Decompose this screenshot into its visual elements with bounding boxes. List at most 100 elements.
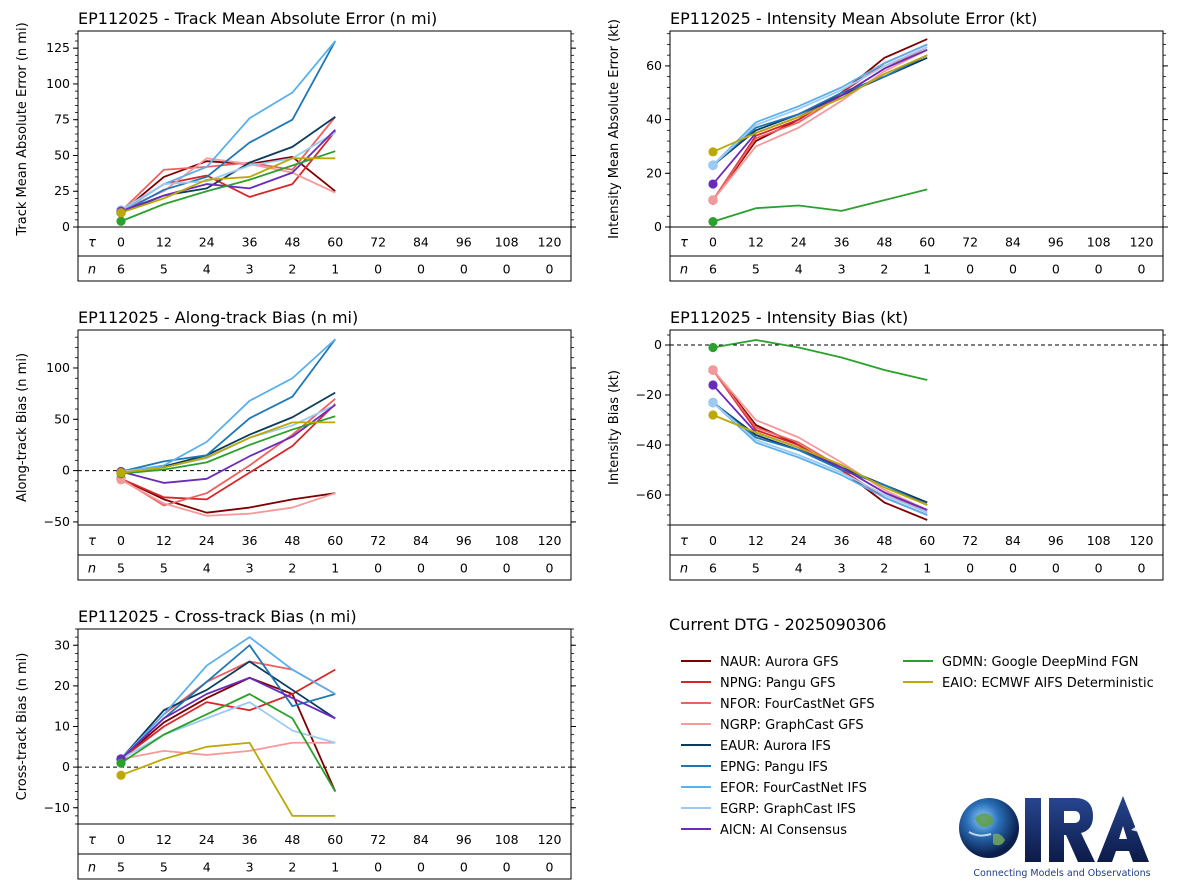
series-line-epng <box>120 40 337 214</box>
y-tick-label: −60 <box>636 487 662 502</box>
chart-title: EP112025 - Along-track Bias (n mi) <box>78 308 358 327</box>
cira-letter-r <box>1049 798 1095 862</box>
n-label: 5 <box>117 561 125 576</box>
n-label: 2 <box>880 262 888 277</box>
legend-label: GDMN: Google DeepMind FGN <box>942 655 1139 670</box>
legend-item-eaio: EAIO: ECMWF AIFS Deterministic <box>903 676 1154 691</box>
n-label: 0 <box>546 561 554 576</box>
n-label: 0 <box>1052 262 1060 277</box>
legend-item-nfor: NFOR: FourCastNet GFS <box>681 697 875 712</box>
tau-label: 72 <box>962 235 978 250</box>
series-marker-aicn <box>708 179 718 189</box>
series-line-ngrp <box>120 741 336 760</box>
tau-label: 120 <box>538 832 562 847</box>
n-label: 2 <box>880 561 888 576</box>
tau-label: 108 <box>495 832 519 847</box>
legend-label: EAUR: Aurora IFS <box>720 739 831 754</box>
n-label: 4 <box>795 262 803 277</box>
tau-label: 36 <box>242 533 258 548</box>
tau-label: 84 <box>413 235 429 250</box>
legend-item-aicn: AICN: AI Consensus <box>681 823 847 838</box>
y-tick-label: 50 <box>54 147 70 162</box>
n-label: 0 <box>1095 262 1103 277</box>
tau-label: 108 <box>495 235 519 250</box>
tau-label: 12 <box>748 533 764 548</box>
tau-label: 60 <box>919 235 935 250</box>
tau-label: 36 <box>834 533 850 548</box>
y-axis-label: Intensity Bias (kt) <box>607 370 622 485</box>
series-line-npng <box>120 403 336 501</box>
legend-label: AICN: AI Consensus <box>720 823 847 838</box>
n-label: 0 <box>1009 561 1017 576</box>
n-label: 6 <box>709 262 717 277</box>
tau-label: 72 <box>370 235 386 250</box>
n-label: 5 <box>752 561 760 576</box>
legend-label: NFOR: FourCastNet GFS <box>720 697 875 712</box>
tau-label: 24 <box>199 235 215 250</box>
n-label: 1 <box>331 561 339 576</box>
tau-symbol: τ <box>88 534 96 549</box>
tau-label: 24 <box>791 533 807 548</box>
tau-label: 48 <box>284 235 300 250</box>
tau-label: 96 <box>456 235 472 250</box>
y-tick-label: 0 <box>654 337 662 352</box>
y-tick-label: 40 <box>646 112 662 127</box>
n-label: 0 <box>1138 561 1146 576</box>
n-label: 0 <box>460 561 468 576</box>
n-label: 0 <box>417 860 425 875</box>
y-tick-label: 100 <box>46 360 70 375</box>
legend-label: EFOR: FourCastNet IFS <box>720 781 867 796</box>
tau-label: 12 <box>156 533 172 548</box>
y-tick-label: 50 <box>54 411 70 426</box>
legend-item-egrp: EGRP: GraphCast IFS <box>681 802 856 817</box>
tau-label: 60 <box>327 832 343 847</box>
tau-label: 120 <box>538 235 562 250</box>
series-marker-eaio <box>116 770 126 780</box>
n-label: 0 <box>966 262 974 277</box>
series-marker-eaio <box>116 468 126 478</box>
legend-label: NGRP: GraphCast GFS <box>720 718 864 733</box>
y-tick-label: −50 <box>44 514 70 529</box>
series-line-ngrp <box>120 479 336 517</box>
series-line-nfor <box>120 398 336 507</box>
series-marker-egrp <box>708 397 718 408</box>
series-line-egrp <box>712 46 928 166</box>
y-tick-label: 60 <box>646 58 662 73</box>
series-line-aicn <box>712 384 928 511</box>
n-label: 1 <box>331 860 339 875</box>
tau-label: 48 <box>876 533 892 548</box>
y-tick-label: 0 <box>654 219 662 234</box>
tau-label: 96 <box>456 533 472 548</box>
tau-label: 12 <box>748 235 764 250</box>
n-label: 0 <box>503 860 511 875</box>
series-line-gdmn <box>120 415 336 475</box>
series-marker-gdmn <box>708 342 718 353</box>
y-tick-label: 0 <box>62 219 70 234</box>
series-line-eaur <box>712 57 928 166</box>
series-line-aicn <box>712 48 928 185</box>
tau-label: 72 <box>962 533 978 548</box>
cira-tagline: Connecting Models and Observations <box>973 868 1150 879</box>
chart-title: EP112025 - Cross-track Bias (n mi) <box>78 607 357 626</box>
tau-label: 60 <box>919 533 935 548</box>
n-label: 0 <box>417 561 425 576</box>
n-label: 0 <box>374 262 382 277</box>
n-symbol: n <box>680 562 688 577</box>
tau-symbol: τ <box>88 833 96 848</box>
n-label: 0 <box>374 561 382 576</box>
y-tick-label: 75 <box>54 112 70 127</box>
n-label: 2 <box>288 262 296 277</box>
series-marker-eaio <box>708 410 718 420</box>
n-symbol: n <box>88 263 96 278</box>
n-label: 3 <box>838 262 846 277</box>
series-line-eaur <box>120 391 336 473</box>
tau-label: 0 <box>709 235 717 250</box>
legend-item-npng: NPNG: Pangu GFS <box>681 676 836 691</box>
n-label: 0 <box>546 262 554 277</box>
n-label: 3 <box>246 860 254 875</box>
n-label: 2 <box>288 561 296 576</box>
tau-label: 36 <box>834 235 850 250</box>
series-line-eaio <box>712 414 928 506</box>
series-line-ngrp <box>712 369 928 511</box>
n-label: 3 <box>838 561 846 576</box>
